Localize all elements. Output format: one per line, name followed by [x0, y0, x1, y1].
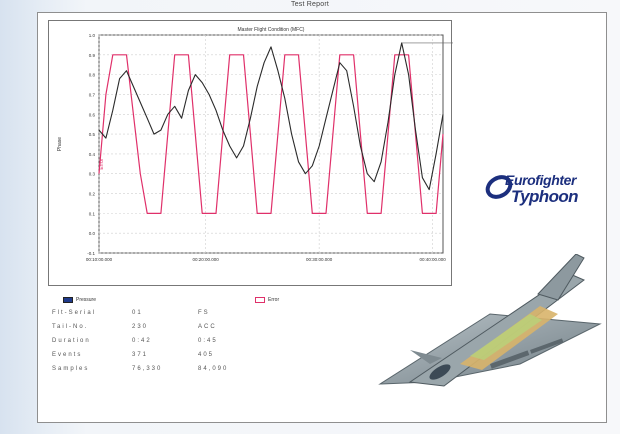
x-tick-label: 00:20:00.000	[192, 257, 219, 262]
y-tick-label: 0.2	[89, 192, 96, 197]
table-cell: ACC	[198, 324, 217, 330]
y-tick-label: 0.0	[89, 231, 96, 236]
legend-swatch-error	[255, 297, 265, 303]
legend-item-error: Error	[255, 294, 279, 306]
y-tick-label: 0.6	[89, 112, 96, 117]
jet-illustration	[378, 254, 602, 387]
table-cell: 371	[132, 352, 149, 358]
chart-panel: 1.0 0.9 0.8 0.7 0.6 0.5 0.4 0.3 0.2 0.1 0.0 -0.1 00:…	[48, 20, 453, 303]
y-tick-label: -0.1	[87, 251, 95, 256]
table-cell: 84,090	[198, 366, 229, 372]
logo-text-line1: Eurofighter	[505, 172, 577, 188]
table-cell: 76,330	[132, 366, 163, 372]
report-title: Test Report	[291, 1, 329, 8]
chart-title: Master Flight Condition (MFC)	[238, 27, 305, 33]
y-axis-label-left: Phase	[57, 137, 63, 151]
chart: 1.00.90.80.70.60.50.40.30.20.10.0-0.100:…	[57, 27, 453, 262]
logo-text-line2: Typhoon	[511, 187, 579, 206]
y-tick-label: 0.8	[89, 73, 96, 78]
series-line-pressure	[98, 42, 444, 191]
series-line-error	[98, 54, 444, 214]
swoosh-icon	[485, 175, 513, 199]
legend-label-error: Error	[268, 297, 280, 303]
x-tick-label: 00:30:00.000	[306, 257, 333, 262]
y-tick-label: 1.0	[89, 33, 96, 38]
y-tick-label: 0.1	[89, 211, 96, 216]
table-cell: Events	[52, 352, 83, 358]
x-tick-label: 00:40:00.000	[420, 257, 447, 262]
y-tick-label: 0.3	[89, 172, 96, 177]
eurofighter-logo: Eurofighter Typhoon	[481, 170, 601, 220]
y-tick-label: 0.9	[89, 53, 96, 58]
table-cell: Tail-No.	[52, 324, 89, 330]
y-tick-label: 0.7	[89, 92, 96, 97]
table-cell: 230	[132, 324, 149, 330]
legend-swatch-pressure	[63, 297, 73, 303]
y-tick-label: 0.5	[89, 132, 96, 137]
table-cell: 0:42	[132, 338, 152, 344]
table-cell: 01	[132, 310, 143, 316]
table-cell: 405	[198, 352, 215, 358]
legend-label-pressure: Pressure	[76, 297, 97, 303]
y-tick-label: 0.4	[89, 152, 96, 157]
table-cell: Flt-Serial	[52, 310, 97, 316]
table-cell: Samples	[52, 366, 90, 372]
x-tick-label: 00:10:00.000	[86, 257, 113, 262]
legend-item-pressure: Pressure	[63, 294, 96, 306]
y-axis-label-right: Error	[99, 158, 105, 169]
plot-area	[98, 34, 444, 254]
table-cell: FS	[198, 310, 210, 316]
table-cell: 0:45	[198, 338, 218, 344]
table-cell: Duration	[52, 338, 91, 344]
